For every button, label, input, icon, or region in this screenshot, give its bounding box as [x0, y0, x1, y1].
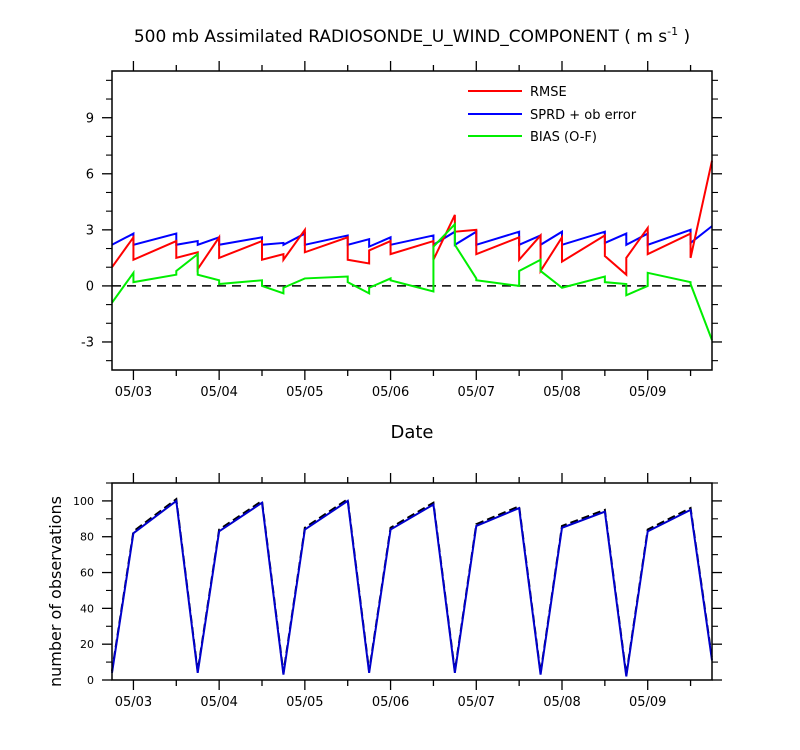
legend-label-rmse: RMSE	[530, 85, 567, 100]
x-tick-label: 05/03	[115, 695, 152, 710]
x-tick-label: 05/08	[543, 385, 580, 400]
y-tick-label: 9	[86, 111, 94, 126]
series-line-sprd-ob-error	[111, 225, 713, 249]
x-tick-label: 05/09	[629, 385, 666, 400]
y-tick-label: 40	[80, 602, 94, 615]
bottom-plot-x-tick-labels: 05/03 05/04 05/05 05/06 05/07 05/08 05/09	[115, 695, 667, 710]
x-tick-label: 05/08	[543, 695, 580, 710]
y-tick-label: -3	[81, 336, 94, 351]
y-axis-label-observations: number of observations	[46, 496, 65, 687]
y-tick-label: 6	[86, 167, 94, 182]
bottom-plot-frame	[111, 482, 713, 681]
chart-title-main: 500 mb Assimilated RADIOSONDE_U_WIND_COM…	[134, 27, 667, 47]
series-line-used	[111, 499, 713, 677]
chart-title-superscript: -1	[667, 25, 678, 38]
chart-title: 500 mb Assimilated RADIOSONDE_U_WIND_COM…	[134, 25, 690, 47]
legend: RMSE SPRD + ob error BIAS (O-F)	[468, 85, 637, 145]
series-line-bias-o-f	[111, 221, 713, 341]
x-tick-label: 05/09	[629, 695, 666, 710]
bottom-plot-series	[111, 497, 713, 677]
bottom-plot-y-tick-labels: 0 20 40 60 80 100	[73, 495, 94, 687]
x-tick-label: 05/07	[458, 695, 495, 710]
top-plot-frame	[111, 70, 713, 371]
bottom-plot-ticks	[102, 473, 722, 690]
y-tick-label: 20	[80, 638, 94, 651]
x-tick-label: 05/05	[286, 385, 323, 400]
x-tick-label: 05/05	[286, 695, 323, 710]
legend-label-sprd-ob-error: SPRD + ob error	[530, 108, 637, 123]
x-tick-label: 05/06	[372, 695, 409, 710]
y-tick-label: 0	[86, 280, 94, 295]
top-plot-series	[111, 160, 713, 341]
x-tick-label: 05/04	[200, 695, 237, 710]
x-tick-label: 05/07	[458, 385, 495, 400]
y-tick-label: 80	[80, 531, 94, 544]
chart-title-end: )	[678, 27, 690, 47]
x-tick-label: 05/03	[115, 385, 152, 400]
x-axis-label: Date	[390, 422, 433, 443]
y-tick-label: 100	[73, 495, 94, 508]
top-plot-x-tick-labels: 05/03 05/04 05/05 05/06 05/07 05/08 05/09	[115, 385, 667, 400]
legend-label-bias-o-f: BIAS (O-F)	[530, 130, 597, 145]
top-plot-ticks	[102, 61, 722, 380]
top-plot-y-tick-labels: -3 0 3 6 9	[81, 111, 94, 350]
y-tick-label: 3	[86, 224, 94, 239]
x-tick-label: 05/04	[200, 385, 237, 400]
series-line-rmse	[111, 160, 713, 277]
x-tick-label: 05/06	[372, 385, 409, 400]
y-tick-label: 60	[80, 567, 94, 580]
y-tick-label: 0	[87, 674, 94, 687]
